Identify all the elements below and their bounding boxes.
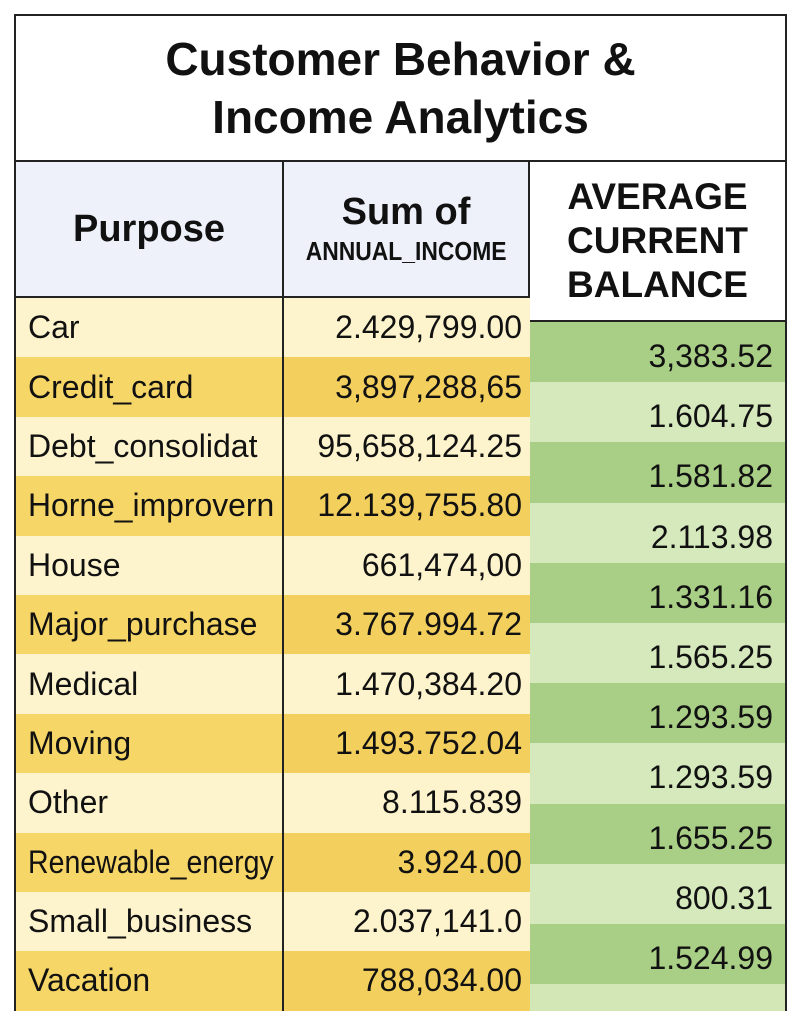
header-purpose-label: Purpose xyxy=(72,207,226,250)
annual-income-cell: 12.139,755.80 xyxy=(284,476,530,536)
header-income-line-1: Sum of xyxy=(341,191,471,233)
purpose-text: Credit_card xyxy=(28,368,194,405)
table-row: Moving 1.493.752.04 xyxy=(16,713,530,774)
purpose-cell: Renewable_energy xyxy=(16,832,284,892)
title-line-1: Customer Behavior & xyxy=(165,33,636,85)
table-title: Customer Behavior & Income Analytics xyxy=(16,16,785,162)
purpose-cell: Small_business xyxy=(16,891,284,952)
average-balance-cell: 1.293.59 xyxy=(530,683,785,744)
annual-income-cell: 661,474,00 xyxy=(361,546,522,583)
purpose-text: Horne_improvern xyxy=(28,487,275,524)
purpose-income-rows: Car 2.429,799.00 Credit_card 3,897,288,65 De… xyxy=(16,298,530,1011)
average-balance-cell: 1.524.99 xyxy=(530,923,785,985)
balance-column: 3,383.52 1.604.75 1.581.82 2.113.98 1.331.16… xyxy=(530,322,785,1011)
average-balance-cell: 1.565.25 xyxy=(530,622,785,684)
table-row: Small_business 2.037,141.0 xyxy=(16,891,530,952)
purpose-cell: Debt_consolidat xyxy=(16,416,284,477)
annual-income-cell: 3.767.994.72 xyxy=(284,594,530,655)
purpose-text: Debt_consolidat xyxy=(28,427,258,464)
header-average-balance: AVERAGE CURRENT BALANCE xyxy=(530,162,785,322)
annual-income-cell: 1.493.752.04 xyxy=(284,713,530,774)
annual-income-cell: 95,658,124.25 xyxy=(317,427,522,464)
annual-income-cell: 788,034.00 xyxy=(284,951,530,1011)
purpose-text: Vacation xyxy=(28,962,151,999)
average-balance-cell: 1.331.16 xyxy=(530,562,785,623)
annual-income-cell: 1.470,384.20 xyxy=(335,665,522,702)
table-row: Other 8.115.839 xyxy=(16,773,530,833)
header-annual-income: Sum of ANNUAL_INCOME xyxy=(284,162,530,298)
purpose-cell: Moving xyxy=(16,713,284,774)
purpose-text: Moving xyxy=(28,724,132,761)
annual-income-cell: 8.115.839 xyxy=(382,784,522,821)
annual-income-cell: 2.429,799.00 xyxy=(335,309,522,346)
header-balance-line-3: BALANCE xyxy=(567,264,748,305)
purpose-cell: Major_purchase xyxy=(16,594,284,655)
purpose-text: House xyxy=(28,546,121,583)
annual-income-cell: 2.037,141.0 xyxy=(352,903,522,940)
purpose-text: Other xyxy=(28,784,109,821)
average-balance-cell: 1.655.25 xyxy=(530,803,785,864)
title-line-2: Income Analytics xyxy=(212,91,589,143)
header-balance-line-1: AVERAGE xyxy=(567,176,748,217)
table-row: Credit_card 3,897,288,65 xyxy=(16,357,530,417)
purpose-cell: Vacation xyxy=(16,951,284,1011)
table-row: Vacation 788,034.00 xyxy=(16,951,530,1011)
average-balance-cell: 2.113.98 xyxy=(530,502,785,563)
average-balance-cell: 3,383.52 xyxy=(530,322,785,383)
purpose-text: Renewable_energy xyxy=(28,843,274,880)
table-row: Car 2.429,799.00 xyxy=(16,298,530,358)
header-income-line-2: ANNUAL_INCOME xyxy=(305,236,507,266)
purpose-cell: Car xyxy=(16,298,284,358)
table-row: Medical 1.470,384.20 xyxy=(16,654,530,714)
purpose-cell: House xyxy=(16,535,284,595)
annual-income-cell: 3,897,288,65 xyxy=(284,357,530,417)
purpose-cell: Horne_improvern xyxy=(16,476,284,536)
purpose-text: Major_purchase xyxy=(28,606,258,643)
table-row: Major_purchase 3.767.994.72 xyxy=(16,594,530,655)
analytics-table: Customer Behavior & Income Analytics Pur… xyxy=(14,14,787,1011)
average-balance-cell: 1.604.75 xyxy=(530,382,785,443)
purpose-text: Car xyxy=(28,309,80,346)
average-balance-cell: 800.31 xyxy=(530,863,785,924)
annual-income-cell: 3.924.00 xyxy=(284,832,530,892)
header-purpose: Purpose xyxy=(16,162,284,298)
purpose-cell: Other xyxy=(16,773,284,833)
header-balance-line-2: CURRENT xyxy=(567,220,748,261)
table-row: Renewable_energy 3.924.00 xyxy=(16,832,530,892)
table-row: Debt_consolidat 95,658,124.25 xyxy=(16,416,530,477)
purpose-cell: Credit_card xyxy=(16,357,284,417)
purpose-cell: Medical xyxy=(16,654,284,714)
purpose-text: Medical xyxy=(28,665,139,702)
table-row: House 661,474,00 xyxy=(16,535,530,595)
purpose-text: Small_business xyxy=(28,903,253,940)
table-row: Horne_improvern 12.139,755.80 xyxy=(16,476,530,536)
average-balance-cell: 1.293.59 xyxy=(530,743,785,804)
average-balance-cell: 1.581.82 xyxy=(530,442,785,503)
